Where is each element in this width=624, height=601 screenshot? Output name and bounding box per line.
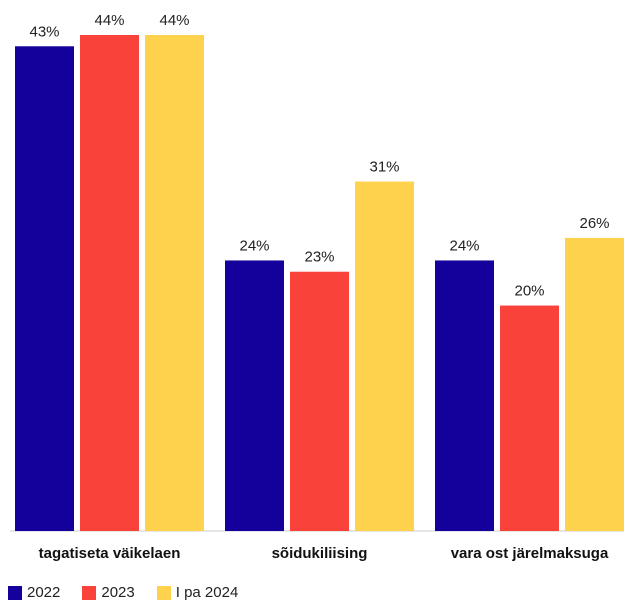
data-label-i-pa-2024-vara-ost-j-relmaksuga: 26% — [579, 215, 609, 232]
legend-swatch-2023 — [82, 585, 97, 600]
category-label-tagatiseta-v-ikelaen: tagatiseta väikelaen — [39, 545, 181, 562]
category-label-s-idukiliising: sõidukiliising — [272, 545, 368, 562]
legend-swatch-2022 — [8, 585, 22, 600]
legend-label-2022: 2022 — [27, 584, 61, 601]
bar-i-pa-2024-tagatiseta-v-ikelaen — [145, 35, 204, 531]
legend-item-2022: 2022 — [8, 584, 60, 601]
bar-2023-vara-ost-j-relmaksuga — [500, 305, 559, 531]
legend-item-2024: I pa 2024 — [156, 584, 239, 601]
data-label-i-pa-2024-s-idukiliising: 31% — [369, 159, 399, 176]
bar-2022-s-idukiliising — [225, 260, 284, 531]
bar-i-pa-2024-s-idukiliising — [355, 181, 414, 531]
data-label-2023-s-idukiliising: 23% — [304, 249, 334, 266]
bar-2023-s-idukiliising — [290, 271, 349, 531]
data-label-2022-vara-ost-j-relmaksuga: 24% — [449, 237, 479, 254]
legend-label-2023: 2023 — [101, 584, 135, 601]
bar-i-pa-2024-vara-ost-j-relmaksuga — [565, 237, 624, 531]
data-label-2022-tagatiseta-v-ikelaen: 43% — [29, 23, 59, 40]
category-label-vara-ost-j-relmaksuga: vara ost järelmaksuga — [451, 545, 609, 562]
bar-2022-tagatiseta-v-ikelaen — [15, 46, 74, 531]
bar-2022-vara-ost-j-relmaksuga — [435, 260, 494, 531]
legend-swatch-2024 — [156, 585, 171, 600]
data-label-2023-tagatiseta-v-ikelaen: 44% — [94, 12, 124, 29]
data-label-i-pa-2024-tagatiseta-v-ikelaen: 44% — [159, 12, 189, 29]
bar-chart: 43% 44% 44% tagatiseta väikelaen 24% 23% 31% sõ… — [10, 12, 624, 562]
bar-2023-tagatiseta-v-ikelaen — [80, 35, 139, 531]
data-label-2022-s-idukiliising: 24% — [239, 237, 269, 254]
legend-item-2023: 2023 — [82, 584, 135, 601]
data-label-2023-vara-ost-j-relmaksuga: 20% — [514, 283, 544, 300]
legend: 2022 2023 I pa 2024 — [8, 584, 260, 601]
legend-label-2024: I pa 2024 — [175, 584, 239, 601]
